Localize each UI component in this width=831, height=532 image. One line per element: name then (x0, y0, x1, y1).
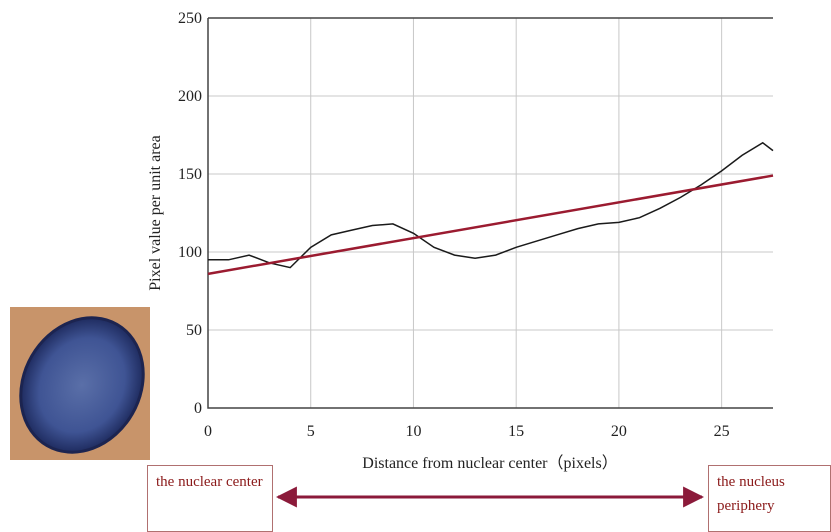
y-tick-label: 200 (178, 88, 202, 105)
y-tick-label: 50 (186, 322, 202, 339)
figure: Distance from nuclear center（pixels） Pix… (0, 0, 831, 532)
x-tick-label: 10 (405, 423, 421, 440)
cell-image (0, 295, 167, 474)
y-tick-label: 250 (178, 10, 202, 27)
chart: Distance from nuclear center（pixels） Pix… (0, 0, 831, 532)
y-tick-label: 0 (194, 400, 202, 417)
annotation-right: the nucleus periphery (708, 465, 831, 532)
annotation-left: the nuclear center (147, 465, 273, 532)
trend-line (208, 176, 773, 274)
x-tick-label: 20 (611, 423, 627, 440)
x-tick-label: 0 (204, 423, 212, 440)
y-tick-label: 100 (178, 244, 202, 261)
data-line (208, 143, 773, 268)
y-tick-label: 150 (178, 166, 202, 183)
x-axis-label: Distance from nuclear center（pixels） (362, 454, 617, 472)
x-tick-label: 25 (714, 423, 730, 440)
y-axis-label: Pixel value per unit area (147, 135, 164, 291)
x-tick-label: 15 (508, 423, 524, 440)
axis (208, 18, 773, 408)
x-tick-label: 5 (307, 423, 315, 440)
